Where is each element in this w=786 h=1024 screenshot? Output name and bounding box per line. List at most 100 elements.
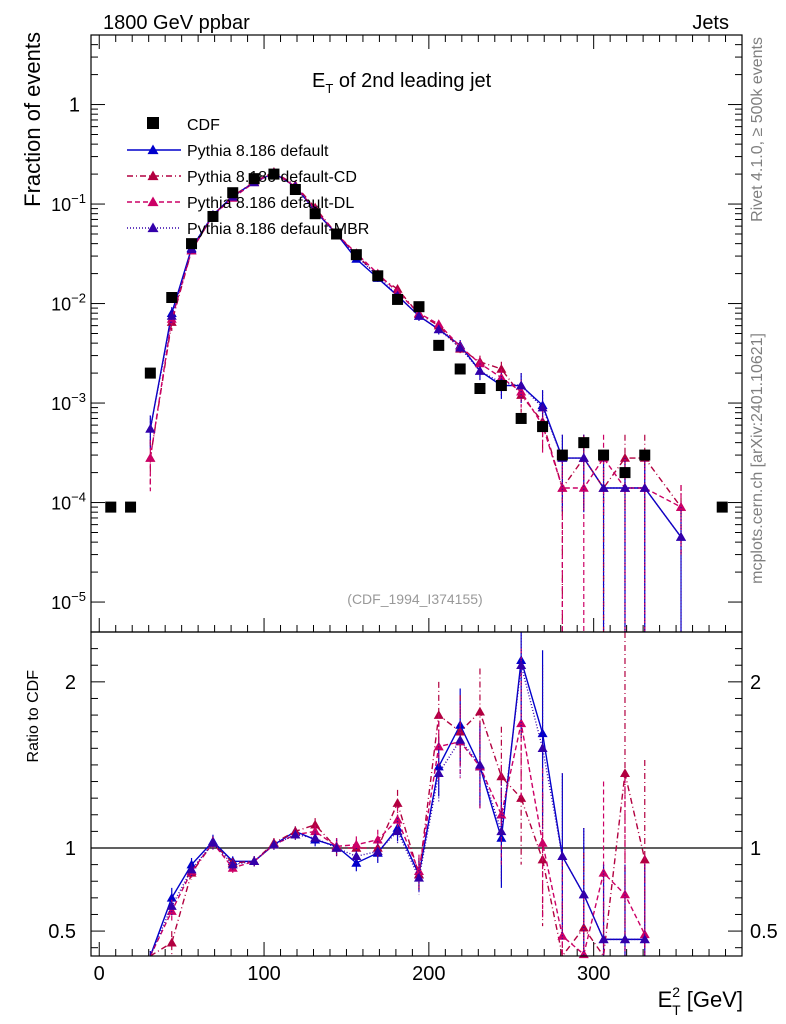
cdf-point xyxy=(186,238,198,250)
cdf-point xyxy=(331,228,343,240)
ratio-point xyxy=(578,889,589,899)
cdf-point xyxy=(495,380,507,392)
cdf-point xyxy=(474,383,486,395)
ratio-series-pythia-8-186-default xyxy=(149,632,650,957)
main-axis-ticks xyxy=(91,34,742,632)
ratio-tick-label-right: 2 xyxy=(750,672,761,694)
rivet-version-label: Rivet 4.1.0, ≥ 500k events xyxy=(749,37,766,222)
cdf-point xyxy=(309,208,321,220)
ratio-series xyxy=(149,632,650,959)
data-point xyxy=(145,423,156,433)
y-axis-label: Fraction of events xyxy=(20,32,45,207)
y-tick-label: 10−5 xyxy=(51,589,86,613)
ratio-point xyxy=(537,728,548,738)
y-tick-labels: 10−5 10−4 10−3 10−2 10−1 1 xyxy=(51,95,86,613)
legend: CDF Pythia 8.186 default Pythia 8.186 de… xyxy=(127,117,369,238)
ratio-point xyxy=(496,809,507,819)
ratio-point xyxy=(351,839,362,849)
ratio-point xyxy=(639,934,650,944)
data-point xyxy=(598,483,609,492)
ratio-axis-label: Ratio to CDF xyxy=(25,670,42,763)
cdf-point xyxy=(227,187,239,199)
y-tick-label: 10−4 xyxy=(51,490,86,514)
data-point xyxy=(413,310,424,320)
ratio-tick-labels: 0.5 1 2 0.5 1 2 xyxy=(48,672,778,943)
cdf-point xyxy=(578,437,590,449)
cdf-point xyxy=(350,249,362,261)
legend-marker xyxy=(147,196,159,207)
ratio-series-pythia-8-186-default-cd xyxy=(149,632,650,958)
ratio-point xyxy=(598,934,609,944)
ratio-point xyxy=(496,826,507,836)
ratio-point xyxy=(392,798,403,807)
ratio-point xyxy=(166,906,177,915)
data-point xyxy=(619,483,630,492)
ratio-point xyxy=(474,759,485,769)
ratio-point xyxy=(619,768,630,777)
header-right: Jets xyxy=(692,12,729,34)
cdf-point xyxy=(125,501,137,513)
ratio-point xyxy=(598,867,609,877)
data-point xyxy=(578,483,589,492)
ratio-point xyxy=(290,829,301,839)
data-point xyxy=(676,502,687,511)
ratio-point xyxy=(310,819,321,829)
data-point xyxy=(433,319,444,328)
ratio-point xyxy=(516,660,527,669)
y-tick-label: 1 xyxy=(69,95,80,117)
data-point xyxy=(474,365,485,375)
cdf-point xyxy=(716,501,728,513)
series-line xyxy=(149,171,682,508)
ratio-point xyxy=(186,864,197,874)
data-point xyxy=(496,363,507,373)
x-tick-label: 300 xyxy=(577,963,610,985)
ratio-point xyxy=(372,834,383,844)
y-tick-label: 10−3 xyxy=(51,390,86,414)
data-point xyxy=(516,380,527,390)
cdf-point xyxy=(289,184,301,196)
cdf-point xyxy=(372,270,384,282)
data-point xyxy=(557,483,568,492)
ratio-point xyxy=(433,768,444,777)
cdf-data xyxy=(105,168,728,513)
cdf-point xyxy=(639,449,651,461)
data-point xyxy=(166,310,177,320)
cdf-point xyxy=(537,421,549,433)
main-plot xyxy=(90,34,743,633)
ratio-point xyxy=(351,857,362,867)
cdf-point xyxy=(166,292,178,304)
ratio-tick-label-right: 1 xyxy=(750,838,761,860)
x-tick-label: 0 xyxy=(94,963,105,985)
ratio-tick-label: 1 xyxy=(65,838,76,860)
data-point xyxy=(516,386,527,396)
ratio-point xyxy=(455,735,466,744)
ratio-point xyxy=(372,846,383,856)
ratio-plot-frame xyxy=(90,631,743,957)
y-tick-label: 10−2 xyxy=(51,291,86,315)
ratio-point xyxy=(186,859,197,869)
ratio-point xyxy=(227,859,238,869)
y-tick-label: 10−1 xyxy=(51,191,86,215)
x-tick-labels: 0 100 200 300 xyxy=(94,963,611,985)
legend-item-cdf: CDF xyxy=(147,117,220,134)
cdf-point xyxy=(144,367,156,379)
ratio-tick-label-right: 0.5 xyxy=(750,921,778,943)
legend-label: Pythia 8.186 default-DL xyxy=(187,195,354,212)
data-point xyxy=(639,483,650,492)
data-point xyxy=(474,358,485,368)
ratio-point xyxy=(310,833,321,842)
analysis-id: (CDF_1994_I374155) xyxy=(347,591,482,607)
x-tick-label: 200 xyxy=(412,963,445,985)
ratio-tick-label: 2 xyxy=(65,672,76,694)
cdf-point xyxy=(105,501,117,513)
cdf-point xyxy=(619,467,631,479)
ratio-point xyxy=(474,706,485,716)
cdf-point xyxy=(207,210,219,222)
ratio-point xyxy=(557,851,568,861)
cdf-point xyxy=(248,173,260,185)
cdf-point xyxy=(598,449,610,461)
ratio-point xyxy=(249,856,260,866)
ratio-point xyxy=(392,826,403,836)
data-point xyxy=(619,453,630,462)
